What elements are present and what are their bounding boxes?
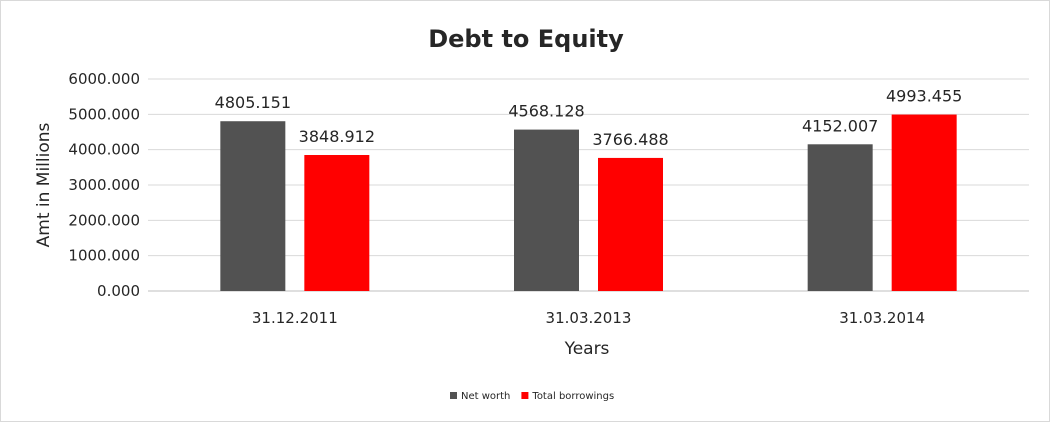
bar-total-borrowings xyxy=(891,114,957,291)
bar-net-worth xyxy=(220,121,286,292)
gridlines xyxy=(148,78,1029,292)
data-label: 4152.007 xyxy=(802,116,878,135)
legend: Net worth Total borrowings xyxy=(450,391,614,402)
legend-swatch xyxy=(450,392,457,399)
x-axis-ticks: 31.12.2011 31.03.2013 31.03.2014 xyxy=(252,309,925,327)
x-tick-label: 31.03.2014 xyxy=(839,309,925,327)
x-tick-label: 31.12.2011 xyxy=(252,309,338,327)
data-label: 3766.488 xyxy=(592,130,668,149)
y-tick-label: 0.000 xyxy=(97,282,140,300)
y-tick-label: 1000.000 xyxy=(68,247,140,265)
bar-net-worth xyxy=(807,144,873,291)
y-axis-title: Amt in Millions xyxy=(34,122,54,247)
data-label: 4805.151 xyxy=(215,93,291,112)
bar-net-worth xyxy=(514,129,579,291)
legend-label: Net worth xyxy=(461,391,510,402)
data-label: 3848.912 xyxy=(299,127,375,146)
x-axis-title: Years xyxy=(564,339,610,359)
legend-label: Total borrowings xyxy=(531,391,614,402)
y-axis-ticks: 0.000 1000.000 2000.000 3000.000 4000.000 500… xyxy=(68,70,140,300)
y-tick-label: 6000.000 xyxy=(68,70,140,88)
data-label: 4993.455 xyxy=(886,87,962,106)
data-label: 4568.128 xyxy=(508,102,584,121)
y-tick-label: 4000.000 xyxy=(68,141,140,159)
chart-title: Debt to Equity xyxy=(428,25,624,53)
y-tick-label: 2000.000 xyxy=(68,211,140,229)
y-tick-label: 3000.000 xyxy=(68,176,140,194)
bar-total-borrowings xyxy=(598,157,663,291)
bar-total-borrowings xyxy=(304,155,370,291)
bars xyxy=(220,114,957,292)
x-tick-label: 31.03.2013 xyxy=(546,309,632,327)
y-tick-label: 5000.000 xyxy=(68,105,140,123)
data-labels: 4805.151 3848.912 4568.128 3766.488 4152.007… xyxy=(215,87,963,149)
legend-swatch xyxy=(521,392,529,399)
